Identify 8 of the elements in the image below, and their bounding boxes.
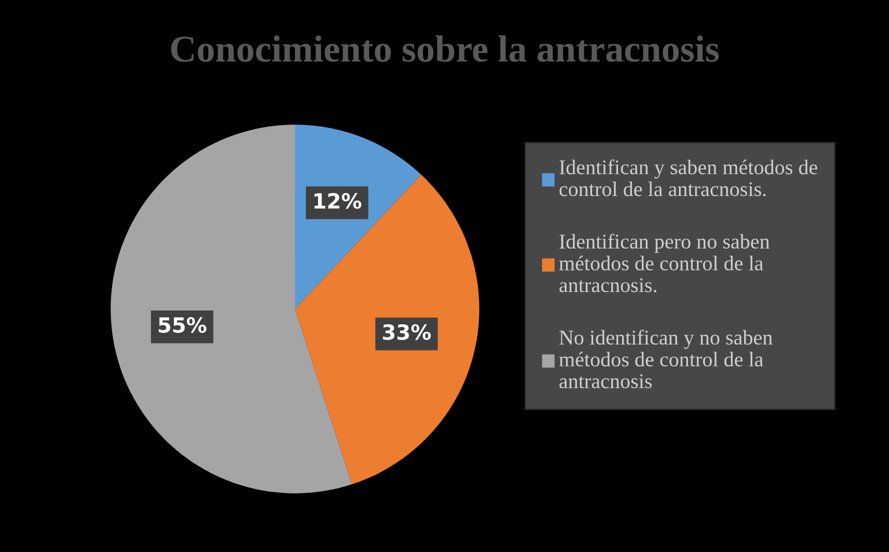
legend-label: No identifican y no saben métodos de control de la antracnosis — [559, 330, 772, 388]
chart-title: Conocimiento sobre la antracnosis — [171, 35, 719, 62]
data-label: 12% — [314, 193, 362, 209]
legend-label: Identifican y saben métodos de control de la antracnosis. — [560, 159, 818, 196]
pie-slice — [295, 174, 480, 484]
legend-label: Identifican pero no saben métodos de control de la antracnosis. — [559, 234, 770, 292]
data-label: 33% — [382, 324, 431, 340]
data-label: 55% — [158, 317, 206, 333]
